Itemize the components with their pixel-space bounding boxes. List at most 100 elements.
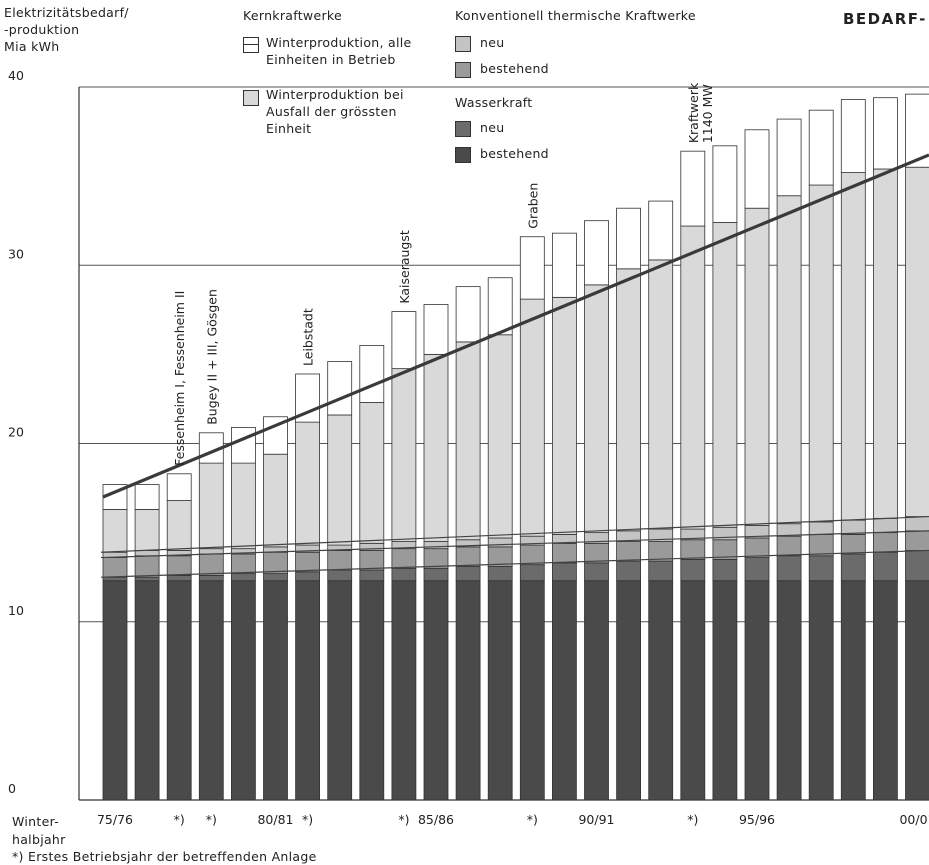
- legend-hydro-existing-label: bestehend: [480, 146, 549, 161]
- bar-25-nuclear_all_top: [905, 93, 929, 168]
- bar-22-nuclear_all_top: [808, 109, 834, 186]
- bar-24-thermal_existing_top: [873, 532, 898, 553]
- legend-hydro-title: Wasserkraft: [455, 95, 533, 110]
- bar-1-hydro_existing: [134, 580, 160, 801]
- legend-nuclear-all-label: Winterproduktion, alle Einheiten in Betr…: [266, 34, 412, 68]
- x-tick-label-9: *): [398, 812, 409, 827]
- bar-16-nuclear_all_top: [616, 207, 641, 270]
- legend-thermal-new-swatch: [455, 36, 471, 52]
- trend-line-thermal_existing_top: [100, 530, 929, 559]
- bar-6-thermal_existing_top: [295, 551, 321, 573]
- bar-22-thermal_new_top: [808, 521, 834, 535]
- bar-4-thermal_existing_top: [230, 553, 256, 575]
- y-tick-label-10: 10: [8, 603, 24, 618]
- bar-21-thermal_existing_top: [776, 535, 802, 557]
- corner-title: BEDARF-: [843, 10, 927, 28]
- bar-19-hydro_existing: [712, 580, 738, 801]
- bar-11-nuclear_all_top: [455, 286, 481, 343]
- bar-9-nuclear_all_top: [391, 311, 417, 370]
- bar-25-thermal_new_top: [905, 516, 929, 532]
- bar-7-thermal_existing_top: [327, 550, 353, 571]
- annotation-4: Graben: [525, 183, 540, 229]
- y-axis-label-line-3: Mia kWh: [4, 39, 60, 54]
- bar-2-nuclear_largest_top: [166, 500, 192, 551]
- bar-21-nuclear_largest_top: [776, 195, 802, 525]
- bar-6-nuclear_largest_top: [295, 421, 321, 546]
- bar-16-hydro_new_top: [616, 560, 641, 582]
- annotation-0: Fessenheim I, Fessenheim II: [172, 291, 187, 466]
- legend-nuclear-largest-label: Winterproduktion bei Ausfall der grösste…: [266, 86, 404, 137]
- x-tick-label-2: *): [174, 812, 185, 827]
- x-tick-label-3: *): [206, 812, 217, 827]
- bar-2-thermal_existing_top: [166, 555, 192, 576]
- trend-line-hydro_new_top: [100, 549, 929, 578]
- bar-24-hydro_new_top: [873, 551, 898, 582]
- y-tick-label-30: 30: [8, 246, 24, 261]
- bar-15-hydro_new_top: [584, 562, 609, 582]
- bar-10-hydro_existing: [423, 580, 449, 801]
- bar-13-thermal_existing_top: [519, 544, 545, 566]
- legend-nuclear-largest-line-1: Winterproduktion bei: [266, 87, 404, 102]
- bar-3-nuclear_largest_top: [198, 462, 224, 550]
- bar-7-hydro_existing: [327, 580, 353, 801]
- legend-hydro-new-swatch: [455, 121, 471, 137]
- x-tick-label-18: *): [687, 812, 698, 827]
- y-tick-label-20: 20: [8, 425, 24, 440]
- bar-15-nuclear_all_top: [584, 220, 609, 286]
- bar-19-nuclear_all_top: [712, 145, 738, 223]
- bar-25-nuclear_largest_top: [905, 166, 929, 517]
- bar-13-hydro_existing: [519, 580, 545, 801]
- bar-7-nuclear_largest_top: [327, 414, 353, 546]
- bar-20-hydro_new_top: [744, 557, 770, 582]
- bar-10-thermal_existing_top: [423, 548, 449, 569]
- legend-nuclear-all-swatch: [243, 37, 259, 53]
- bar-7-nuclear_all_top: [327, 361, 353, 416]
- bar-19-hydro_new_top: [712, 558, 738, 582]
- bar-8-nuclear_largest_top: [359, 402, 385, 544]
- bar-10-nuclear_all_top: [423, 304, 449, 355]
- bar-7-hydro_new_top: [327, 569, 353, 582]
- bar-6-hydro_new_top: [295, 571, 321, 582]
- bar-8-hydro_existing: [359, 580, 385, 801]
- legend-hydro-new-label: neu: [480, 120, 505, 135]
- legend-nuclear-all-line-2: Einheiten in Betrieb: [266, 52, 396, 67]
- legend-hydro-existing-swatch: [455, 147, 471, 163]
- bar-25-hydro_existing: [905, 580, 929, 801]
- bar-4-nuclear_all_top: [230, 427, 256, 464]
- bar-19-nuclear_largest_top: [712, 222, 738, 528]
- bar-5-hydro_existing: [263, 580, 288, 801]
- bar-12-hydro_new_top: [487, 566, 513, 582]
- bar-22-nuclear_largest_top: [808, 184, 834, 523]
- y-axis-label-line-2: -produktion: [4, 22, 80, 37]
- bar-20-thermal_existing_top: [744, 537, 770, 558]
- bar-3-hydro_new_top: [198, 575, 224, 582]
- x-tick-label-20: 95/96: [739, 812, 775, 827]
- footnote: *) Erstes Betriebsjahr der betreffenden …: [12, 849, 317, 864]
- bar-20-nuclear_all_top: [744, 129, 770, 209]
- bar-2-nuclear_all_top: [166, 473, 192, 501]
- bar-21-hydro_existing: [776, 580, 802, 801]
- y-axis-label-line-1: Elektrizitätsbedarf/: [4, 5, 129, 20]
- bar-10-nuclear_largest_top: [423, 353, 449, 542]
- legend-nuclear-largest-swatch: [243, 90, 259, 106]
- annotation-6: 1140 MW: [700, 84, 715, 143]
- bar-12-nuclear_all_top: [487, 277, 513, 336]
- y-tick-label-40: 40: [8, 68, 24, 83]
- bar-18-thermal_existing_top: [680, 539, 706, 560]
- bar-23-hydro_existing: [840, 580, 866, 801]
- bar-17-hydro_existing: [648, 580, 674, 801]
- bar-5-thermal_existing_top: [263, 551, 288, 575]
- bar-24-hydro_existing: [873, 580, 898, 801]
- bar-9-nuclear_largest_top: [391, 368, 417, 542]
- bar-0-hydro_new_top: [102, 576, 128, 582]
- bar-18-hydro_new_top: [680, 558, 706, 582]
- bar-23-thermal_existing_top: [840, 534, 866, 555]
- bar-14-hydro_existing: [552, 580, 577, 801]
- x-tick-label-6: *): [302, 812, 313, 827]
- trend-line-thermal_new_top: [100, 515, 929, 553]
- x-axis-label-line-2: halbjahr: [12, 832, 66, 847]
- bar-9-thermal_existing_top: [391, 548, 417, 569]
- bar-15-thermal_existing_top: [584, 542, 609, 564]
- x-tick-label-5: 80/81: [257, 812, 293, 827]
- bar-18-nuclear_all_top: [680, 150, 706, 227]
